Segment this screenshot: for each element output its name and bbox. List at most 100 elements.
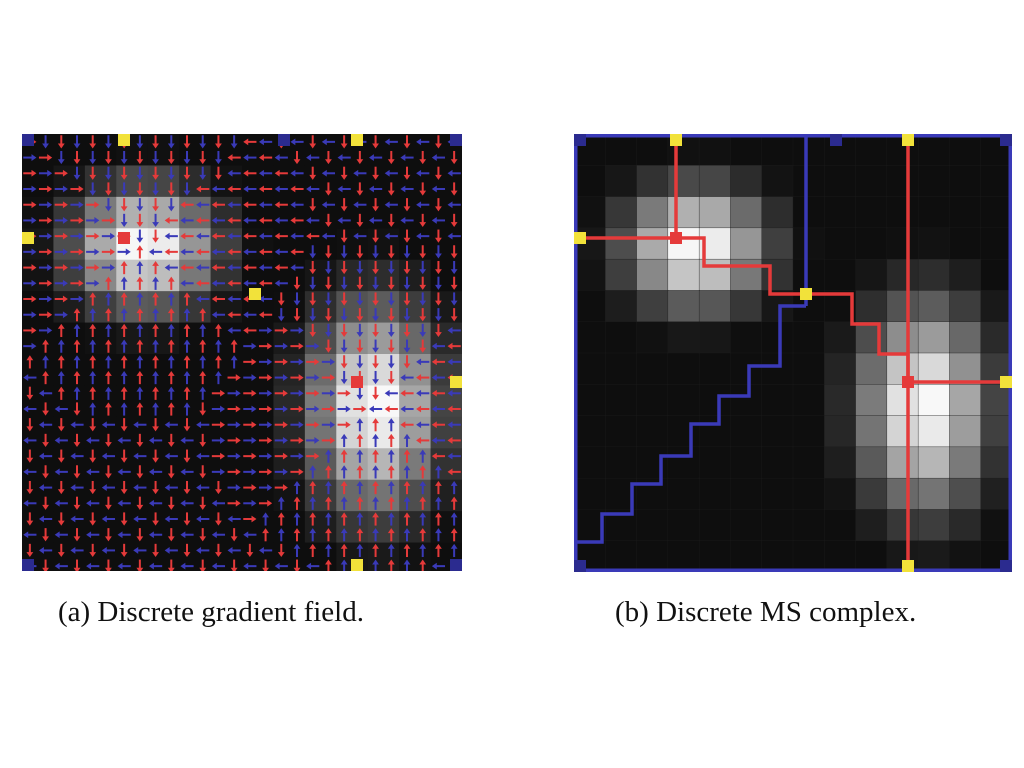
field-cell [667, 165, 700, 198]
gradient-arrow [152, 198, 159, 212]
field-cell [698, 352, 732, 385]
field-cell [605, 134, 638, 166]
gradient-arrow [419, 260, 427, 275]
gradient-arrow [387, 559, 395, 571]
field-cell [605, 384, 638, 417]
field-cell [730, 227, 763, 260]
field-cell [147, 228, 180, 261]
field-cell [667, 196, 700, 229]
gradient-arrow [431, 405, 446, 413]
field-cell [430, 291, 462, 324]
gradient-arrow [340, 433, 348, 448]
gradient-arrow [274, 248, 288, 256]
gradient-arrow [243, 138, 257, 146]
field-cell [792, 134, 825, 166]
gradient-arrow [258, 389, 273, 397]
gradient-arrow [243, 169, 257, 177]
gradient-arrow [290, 201, 304, 209]
gradient-arrow [384, 138, 398, 146]
gradient-arrow [89, 308, 97, 322]
minimum-marker [22, 134, 34, 146]
field-cell [574, 321, 606, 354]
gradient-arrow [403, 198, 411, 212]
field-cell [304, 448, 337, 481]
gradient-arrow [277, 292, 285, 306]
field-cell [430, 385, 462, 418]
field-cell [22, 165, 54, 198]
gradient-arrow [387, 512, 395, 526]
gradient-arrow [403, 292, 411, 306]
gradient-arrow [42, 135, 49, 149]
gradient-arrow [105, 182, 112, 196]
gradient-arrow [384, 169, 398, 177]
gradient-arrow [258, 421, 273, 429]
field-cell [698, 477, 732, 511]
field-cell [430, 479, 462, 512]
gradient-arrow [38, 154, 53, 161]
gradient-arrow [89, 370, 97, 385]
gradient-arrow [136, 528, 144, 542]
gradient-field-figure [22, 134, 462, 571]
gradient-arrow [86, 499, 100, 507]
field-cell [917, 321, 951, 354]
field-cell [179, 259, 212, 292]
field-cell [367, 228, 400, 261]
gradient-arrow [89, 418, 97, 432]
field-cell [574, 415, 606, 448]
gradient-arrow [199, 135, 207, 149]
gradient-arrow [70, 279, 84, 287]
field-cell [53, 291, 86, 324]
gradient-arrow [309, 323, 317, 338]
gradient-arrow [211, 295, 226, 303]
field-cell [116, 196, 149, 229]
gradient-arrow [435, 135, 442, 149]
gradient-arrow [101, 452, 116, 460]
gradient-arrow [321, 201, 336, 209]
gradient-arrow [183, 292, 191, 306]
field-cell [53, 228, 86, 261]
gradient-arrow [431, 342, 446, 350]
field-cell [636, 196, 669, 229]
gradient-arrow [136, 198, 144, 212]
gradient-arrow [152, 355, 159, 369]
gradient-arrow [243, 562, 257, 570]
field-cell [730, 352, 763, 385]
gradient-arrow [57, 339, 65, 353]
gradient-arrow [120, 150, 128, 165]
field-cell [430, 416, 462, 449]
gradient-arrow [353, 232, 367, 240]
gradient-arrow [117, 531, 131, 539]
saddle-marker [1000, 376, 1012, 388]
saddle-marker [22, 232, 34, 244]
field-cell [917, 258, 951, 292]
gradient-arrow [180, 437, 194, 444]
gradient-arrow [356, 323, 364, 338]
gradient-arrow [293, 292, 301, 306]
gradient-arrow [403, 260, 411, 275]
field-cell [179, 134, 212, 166]
gradient-arrow [23, 468, 37, 476]
field-cell [636, 227, 669, 260]
gradient-arrow [431, 421, 446, 429]
field-cell [22, 448, 54, 481]
gradient-arrow [230, 135, 238, 149]
gradient-arrow [73, 559, 81, 571]
gradient-arrow [215, 370, 222, 385]
gradient-arrow [372, 543, 379, 558]
gradient-arrow [227, 311, 241, 319]
gradient-arrow [73, 166, 81, 180]
gradient-arrow [23, 437, 37, 444]
gradient-arrow [199, 465, 207, 479]
gradient-arrow [325, 449, 332, 463]
gradient-arrow [321, 169, 336, 177]
gradient-arrow [199, 370, 207, 385]
field-cell [304, 479, 337, 512]
gradient-arrow [86, 201, 100, 209]
gradient-arrow [372, 512, 379, 526]
gradient-arrow [431, 389, 446, 397]
gradient-arrow [258, 201, 273, 209]
gradient-arrow [356, 480, 364, 495]
gradient-arrow [136, 260, 144, 275]
gradient-arrow [167, 559, 175, 571]
gradient-arrow [152, 418, 159, 432]
